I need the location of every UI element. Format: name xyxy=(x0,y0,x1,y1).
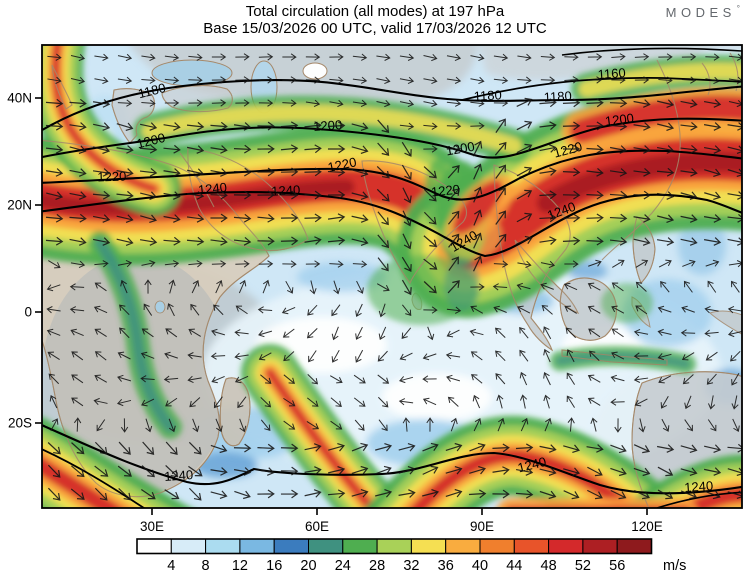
wind-vector-arrows xyxy=(45,53,742,501)
colorbar-tick-label: 8 xyxy=(202,558,210,574)
colorbar-tick-label: 4 xyxy=(167,558,175,574)
y-tick-label: 20N xyxy=(7,198,32,213)
colorbar-cell xyxy=(239,538,275,554)
contour-label: 1240 xyxy=(516,454,548,476)
colorbar-tick-label: 44 xyxy=(506,558,522,574)
colorbar-cell xyxy=(376,538,412,554)
contour-label: 1240 xyxy=(684,478,714,495)
x-tick-label: 90E xyxy=(470,519,494,534)
x-tick-label: 30E xyxy=(140,519,164,534)
contour-label: 1200 xyxy=(604,110,635,128)
contour-line-1200 xyxy=(42,117,742,159)
colorbar-cell xyxy=(548,538,584,554)
x-tick-label: 120E xyxy=(631,519,663,534)
page-title: Total circulation (all modes) at 197 hPa xyxy=(245,3,505,20)
colorbar-cell xyxy=(513,538,550,554)
modes-logo-mark: ° xyxy=(736,4,740,13)
y-tick-label: 0 xyxy=(24,305,32,320)
contour-line-1180 xyxy=(42,78,742,132)
contour-line xyxy=(561,47,742,56)
colorbar xyxy=(136,538,653,555)
modes-logo-text: MODES xyxy=(665,5,736,20)
contour-label: 1200 xyxy=(313,117,343,134)
colorbar-tick-label: 12 xyxy=(232,558,248,574)
colorbar-cell xyxy=(479,538,515,554)
y-tick-label: 20S xyxy=(8,416,32,431)
contour-label: 1160 xyxy=(597,65,626,82)
colorbar-cell xyxy=(273,538,310,554)
contour-label: 1240 xyxy=(164,467,194,484)
colorbar-cell xyxy=(616,538,653,554)
colorbar-tick-label: 24 xyxy=(335,558,351,574)
colorbar-cell xyxy=(582,538,618,554)
colorbar-tick-label: 28 xyxy=(369,558,385,574)
colorbar-cell xyxy=(308,538,344,554)
colorbar-tick-label: 16 xyxy=(266,558,282,574)
x-axis-tick-labels: 30E 60E 90E 120E xyxy=(140,519,663,534)
colorbar-cell xyxy=(410,538,447,554)
contour-label: 1240 xyxy=(197,180,227,198)
page-subtitle: Base 15/03/2026 00 UTC, valid 17/03/2026… xyxy=(203,20,547,37)
contour-label: 1220 xyxy=(552,139,584,161)
contour-label: 1220 xyxy=(97,169,126,185)
colorbar-tick-label: 48 xyxy=(541,558,557,574)
contour-label: 1200 xyxy=(135,130,167,152)
colorbar-unit: m/s xyxy=(663,558,686,574)
contour-line-1240-south xyxy=(42,424,742,495)
colorbar-cell xyxy=(136,538,172,554)
y-axis-ticks xyxy=(35,97,42,424)
colorbar-tick-label: 36 xyxy=(438,558,454,574)
contour-label: 1180 xyxy=(543,88,572,104)
x-axis-ticks xyxy=(151,508,648,515)
colorbar-cell xyxy=(205,538,241,554)
colorbar-tick-label: 32 xyxy=(403,558,419,574)
x-tick-label: 60E xyxy=(305,519,329,534)
y-tick-label: 40N xyxy=(7,91,32,106)
map-frame xyxy=(41,44,743,509)
contour-line-1220 xyxy=(42,149,742,201)
colorbar-tick-label: 20 xyxy=(300,558,316,574)
modes-logo: MODES° xyxy=(666,4,740,20)
colorbar-tick-label: 52 xyxy=(575,558,591,574)
colorbar-tick-labels: 4 8 12 16 20 24 28 32 36 40 44 48 52 56 xyxy=(167,558,625,574)
colorbar-tick-label: 56 xyxy=(609,558,625,574)
colorbar-tick-label: 40 xyxy=(472,558,488,574)
colorbar-cell xyxy=(445,538,481,554)
colorbar-cell xyxy=(342,538,378,554)
contour-label: 1220 xyxy=(326,154,357,175)
contour-label: 1180 xyxy=(137,80,168,101)
contour-line-south-west xyxy=(42,448,146,508)
y-axis-tick-labels: 40N 20N 0 20S xyxy=(7,91,32,431)
contour-label: 1180 xyxy=(473,87,502,103)
colorbar-cell xyxy=(170,538,207,554)
